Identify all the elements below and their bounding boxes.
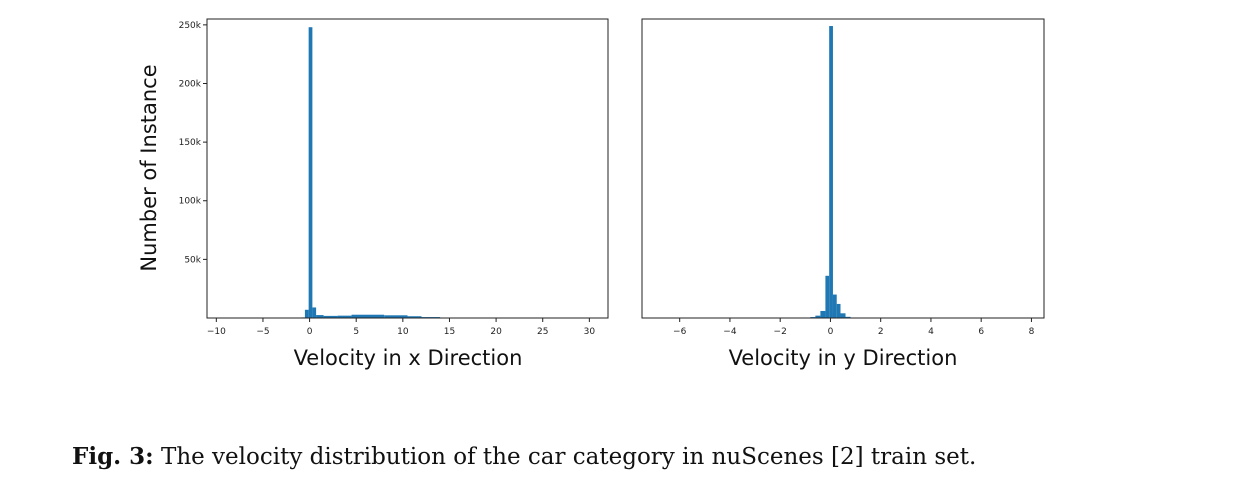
y-tick-label: 100k	[179, 197, 202, 207]
figure-caption-label: Fig. 3:	[72, 443, 154, 470]
histogram-bar	[840, 313, 846, 318]
x-tick-label: 15	[444, 327, 455, 337]
histogram-bar	[407, 316, 422, 318]
histogram-bar	[308, 27, 313, 319]
x-tick-label: 25	[537, 327, 548, 337]
x-tick-label: −2	[774, 327, 787, 337]
histogram-bar	[323, 315, 338, 318]
histogram-bar	[820, 310, 826, 318]
histogram-bar	[304, 309, 309, 318]
x-axis-label-x-velocity: Velocity in x Direction	[294, 346, 523, 370]
histogram-bar	[832, 294, 837, 318]
histogram-bar	[337, 315, 352, 318]
histogram-bar	[845, 316, 851, 318]
y-tick-label: 250k	[179, 21, 202, 31]
x-tick-label: 30	[584, 327, 596, 337]
x-tick-label: 5	[353, 327, 359, 337]
histogram-bar	[312, 307, 317, 318]
x-tick-label: 2	[878, 327, 884, 337]
x-tick-label: 20	[490, 327, 502, 337]
x-velocity-histogram: −10 −5 0 5 10 15 20 25 30 50k 100k 150k 200k 250k	[179, 18, 609, 337]
plot-frame	[206, 18, 609, 319]
x-axis-label-y-velocity: Velocity in y Direction	[729, 346, 958, 370]
histogram-figure: Number of Instance −10 −5 0 5 10 15 20 25 3050k1…	[137, 18, 1045, 370]
histogram-bar	[351, 314, 385, 318]
histogram-bar	[829, 26, 833, 318]
x-tick-label: 10	[397, 327, 409, 337]
histogram-bar	[316, 315, 324, 318]
y-axis-label: Number of Instance	[137, 64, 161, 271]
plot-frame	[641, 18, 1045, 319]
histogram-bar	[384, 315, 408, 318]
histogram-bar	[836, 303, 841, 318]
figure-caption: Fig. 3: The velocity distribution of the…	[72, 443, 976, 470]
x-tick-label: −5	[256, 327, 269, 337]
x-tick-label: −10	[207, 327, 226, 337]
y-velocity-histogram: −6 −4 −2 0 2 4 6 8	[641, 18, 1045, 337]
histogram-bar	[815, 315, 821, 318]
x-tick-label: 6	[978, 327, 984, 337]
y-tick-label: 50k	[184, 255, 201, 265]
y-tick-label: 200k	[179, 79, 202, 89]
x-tick-label: −4	[723, 327, 737, 337]
x-tick-label: 8	[1029, 327, 1035, 337]
x-tick-label: 0	[828, 327, 834, 337]
x-tick-label: 0	[307, 327, 313, 337]
x-tick-label: 4	[928, 327, 934, 337]
y-tick-label: 150k	[179, 138, 202, 148]
figure-caption-text: The velocity distribution of the car cat…	[160, 444, 977, 470]
x-tick-label: −6	[673, 327, 687, 337]
histogram-bar	[825, 275, 830, 318]
